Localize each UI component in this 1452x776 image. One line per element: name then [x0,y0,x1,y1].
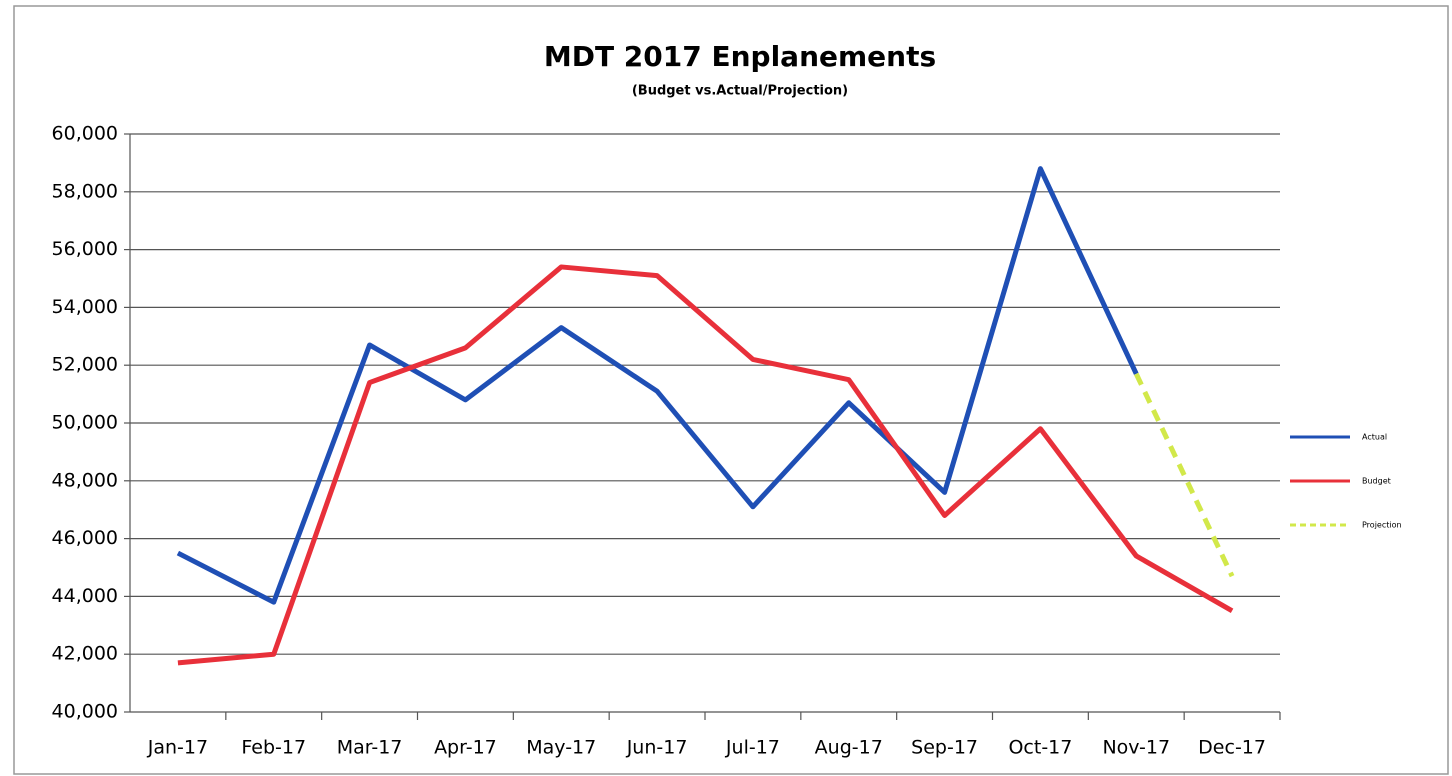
series-line [177,264,1234,666]
x-tick-label: Mar-17 [337,737,403,759]
y-tick-label: 60,000 [52,123,118,145]
y-tick-label: 56,000 [52,238,118,260]
x-tick-label: Apr-17 [434,737,497,759]
y-tick-label: 40,000 [52,701,118,723]
legend-label: Projection [1362,521,1402,530]
y-tick-label: 54,000 [52,296,118,318]
x-tick-label: Sep-17 [911,737,978,759]
y-tick-label: 44,000 [52,585,118,607]
y-tick-label: 48,000 [52,469,118,491]
x-tick-label: Jan-17 [147,737,208,759]
y-tick-label: 42,000 [52,643,118,665]
series-line [176,166,1139,605]
x-tick-label: Nov-17 [1102,737,1170,759]
series-line [1133,372,1235,578]
y-tick-label: 50,000 [52,412,118,434]
x-tick-label: Oct-17 [1008,737,1072,759]
chart-title: MDT 2017 Enplanements [544,40,936,73]
legend-label: Budget [1362,477,1391,486]
x-tick-label: Aug-17 [815,737,883,759]
chart-frame [13,5,1449,775]
x-tick-label: Jun-17 [626,737,688,759]
legend-label: Actual [1362,433,1387,442]
x-tick-label: May-17 [526,737,596,759]
x-tick-label: Jul-17 [725,737,780,759]
y-tick-label: 58,000 [52,180,118,202]
y-tick-label: 46,000 [52,527,118,549]
x-tick-label: Feb-17 [241,737,306,759]
y-tick-label: 52,000 [52,354,118,376]
chart-subtitle: (Budget vs.Actual/Projection) [632,84,848,99]
x-tick-label: Dec-17 [1198,737,1266,759]
